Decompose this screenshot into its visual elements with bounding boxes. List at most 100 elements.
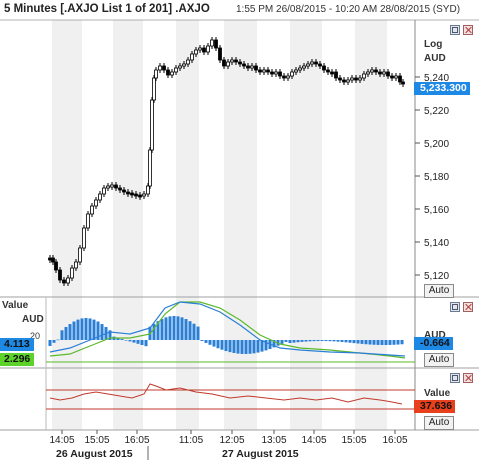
- macd-histogram-bar: [236, 340, 240, 354]
- macd-histogram-bar: [228, 340, 232, 353]
- time-tick-label: 14:05: [301, 435, 326, 446]
- macd-currency-label: AUD: [22, 314, 44, 325]
- macd-histogram-bar: [124, 340, 128, 341]
- time-tick-label: 11:05: [179, 435, 204, 446]
- macd-histogram-bar: [52, 340, 56, 343]
- candle-body: [198, 47, 202, 51]
- candle-body: [390, 75, 394, 79]
- macd-histogram-bar: [272, 340, 276, 348]
- candle-body: [158, 65, 162, 71]
- candle-body: [250, 65, 254, 69]
- candle-body: [126, 191, 130, 195]
- macd-histogram-bar: [168, 316, 172, 340]
- candle-body: [194, 49, 198, 55]
- macd-left-badge: 4.113: [0, 338, 34, 351]
- candle-body: [90, 205, 94, 215]
- macd-histogram-bar: [388, 340, 392, 345]
- candle-body: [398, 75, 402, 83]
- macd-histogram-bar: [376, 340, 380, 345]
- candle-body: [218, 47, 222, 61]
- rsi-panel-restore-button[interactable]: [450, 373, 460, 383]
- close-icon: [465, 375, 471, 381]
- macd-panel-restore-button[interactable]: [450, 302, 460, 312]
- price-tick-label: 5,120: [424, 271, 449, 282]
- price-candles: [48, 37, 405, 286]
- candle-body: [182, 63, 186, 67]
- macd-histogram-bar: [192, 323, 196, 340]
- macd-histogram-bar: [296, 340, 300, 343]
- price-panel-close-button[interactable]: [463, 25, 473, 35]
- macd-histogram-bar: [56, 339, 60, 341]
- macd-histogram-bar: [312, 340, 316, 342]
- candle-body: [310, 61, 314, 65]
- price-axis-ticks: 5,240 5,220 5,200 5,180 5,160 5,140 5,120: [415, 73, 449, 282]
- macd-histogram-bar: [384, 340, 388, 345]
- candle-body: [142, 193, 146, 197]
- candle-body: [206, 45, 210, 53]
- macd-histogram-bar: [176, 316, 180, 340]
- candle-body: [290, 71, 294, 77]
- last-price-value: 5,233.300: [420, 82, 467, 94]
- date-range: 1:55 PM 26/08/2015 - 10:20 AM 28/08/2015…: [236, 4, 461, 15]
- macd-auto-button[interactable]: Auto: [424, 353, 454, 367]
- price-tick-label: 5,180: [424, 172, 449, 183]
- candle-body: [366, 71, 370, 75]
- candle-body: [51, 257, 55, 263]
- log-scale-label[interactable]: Log: [424, 39, 443, 50]
- candle-body: [401, 81, 405, 85]
- macd-histogram-bar: [180, 317, 184, 340]
- macd-histogram-bar: [92, 319, 96, 340]
- candle-body: [58, 269, 62, 281]
- candle-body: [386, 71, 390, 77]
- macd-right-currency-label: AUD: [424, 330, 446, 341]
- candle-body: [146, 185, 150, 195]
- price-panel-restore-button[interactable]: [450, 25, 460, 35]
- macd-histogram-bar: [196, 326, 200, 340]
- candle-body: [178, 65, 182, 69]
- candle-body: [74, 261, 78, 269]
- macd-histogram-bar: [128, 340, 132, 342]
- rsi-right-value: 37.636: [420, 400, 453, 412]
- macd-histogram-bar: [300, 340, 304, 342]
- date-label: 27 August 2015: [222, 448, 299, 460]
- candle-body: [262, 69, 266, 73]
- macd-histogram-bar: [60, 330, 64, 340]
- candle-body: [162, 65, 166, 71]
- time-tick-label: 16:05: [382, 435, 407, 446]
- rsi-auto-label: Auto: [428, 417, 450, 428]
- restore-icon: [452, 304, 458, 310]
- candle-body: [134, 193, 138, 197]
- price-tick-label: 5,140: [424, 238, 449, 249]
- candle-body: [78, 247, 82, 263]
- macd-histogram-bar: [252, 340, 256, 354]
- close-icon: [465, 27, 471, 33]
- candle-body: [98, 193, 102, 201]
- time-tick-label: 16:05: [124, 435, 149, 446]
- price-auto-button[interactable]: Auto: [424, 284, 454, 298]
- macd-histogram-bar: [204, 340, 208, 343]
- rsi-panel-close-button[interactable]: [463, 373, 473, 383]
- macd-histogram-bar: [344, 340, 348, 343]
- macd-histogram-bar: [200, 340, 204, 341]
- candle-body: [382, 71, 386, 75]
- candle-body: [190, 53, 194, 61]
- macd-histogram-bar: [208, 340, 212, 345]
- macd-histogram-bar: [360, 340, 364, 344]
- candle-body: [148, 149, 152, 187]
- macd-histogram-bar: [72, 321, 76, 340]
- macd-histogram-bar: [340, 340, 344, 342]
- candle-body: [118, 187, 122, 191]
- macd-histogram-bar: [68, 324, 72, 340]
- macd-histogram-bar: [324, 340, 328, 342]
- candle-body: [66, 277, 70, 284]
- macd-histogram-bar: [64, 327, 68, 340]
- macd-histogram-bar: [356, 340, 360, 344]
- rsi-auto-button[interactable]: Auto: [424, 416, 454, 430]
- candle-body: [338, 77, 342, 81]
- candle-body: [358, 77, 362, 81]
- macd-panel-close-button[interactable]: [463, 302, 473, 312]
- candle-body: [152, 77, 156, 101]
- rsi-right-badge: 37.636: [414, 400, 456, 413]
- candle-body: [154, 69, 158, 79]
